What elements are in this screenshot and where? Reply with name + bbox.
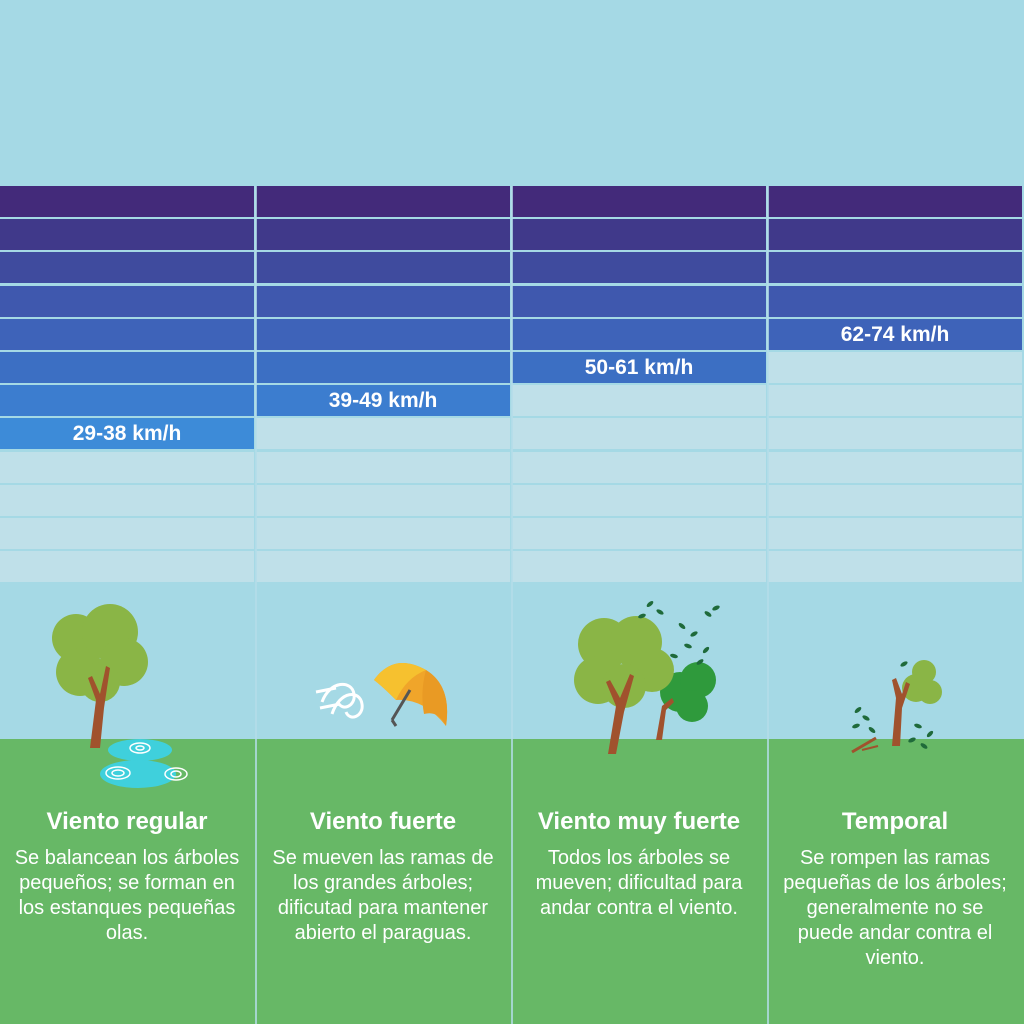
intensity-band-filled: [768, 285, 1022, 317]
intensity-band-filled: [512, 219, 766, 251]
speed-range-label: 39-49 km/h: [328, 389, 438, 413]
column-divider: [767, 186, 769, 1024]
intensity-band-empty: [512, 551, 766, 583]
category-column-viento-fuerte: Viento fuerte Se mueven las ramas de los…: [256, 0, 512, 1024]
intensity-band-empty: [0, 518, 254, 549]
intensity-band-filled: [512, 318, 766, 350]
category-column-viento-regular: Viento regular Se balancean los árboles …: [0, 0, 256, 1024]
intensity-band-filled: [256, 285, 510, 317]
grass-ground: [512, 739, 768, 1024]
intensity-band-filled: [768, 318, 1022, 350]
bending-trees-icon: [574, 601, 720, 754]
intensity-band-empty: [512, 418, 766, 450]
intensity-band-filled: [768, 219, 1022, 251]
intensity-band-empty: [0, 451, 254, 483]
intensity-band-empty: [0, 551, 254, 583]
intensity-band-filled: [256, 318, 510, 350]
category-column-temporal: Temporal Se rompen las ramas pequeñas de…: [768, 0, 1024, 1024]
grass-ground: [256, 739, 512, 1024]
category-title: Viento fuerte: [309, 808, 457, 835]
intensity-band-empty: [256, 518, 510, 549]
intensity-band-empty: [768, 484, 1022, 516]
column-divider: [255, 186, 257, 1024]
intensity-band-filled: [256, 252, 510, 284]
intensity-band-empty: [768, 551, 1022, 583]
category-description: Todos los árboles se mueven; dificultad …: [535, 847, 743, 919]
category-description: Se mueven las ramas de los grandes árbol…: [272, 847, 494, 944]
intensity-band-filled: [0, 418, 254, 450]
umbrella-wind-icon: [315, 662, 448, 727]
category-description: Se rompen las ramas pequeñas de los árbo…: [783, 847, 1007, 969]
category-title: Viento muy fuerte: [537, 808, 741, 835]
intensity-band-filled: [512, 352, 766, 383]
intensity-band-empty: [768, 385, 1022, 417]
intensity-band-filled: [0, 385, 254, 417]
intensity-band-empty: [512, 518, 766, 549]
intensity-band-filled: [0, 252, 254, 284]
intensity-band-filled: [0, 186, 254, 217]
intensity-band-empty: [256, 451, 510, 483]
speed-range-label: 62-74 km/h: [840, 322, 950, 346]
category-title: Temporal: [841, 808, 949, 835]
intensity-band-empty: [256, 418, 510, 450]
tree-with-pond-icon: [52, 604, 188, 788]
intensity-band-filled: [768, 252, 1022, 284]
intensity-band-filled: [512, 252, 766, 284]
intensity-band-empty: [256, 551, 510, 583]
intensity-band-empty: [512, 484, 766, 516]
speed-range-label: 29-38 km/h: [72, 422, 182, 446]
intensity-band-filled: [768, 186, 1022, 217]
column-divider: [511, 186, 513, 1024]
intensity-band-empty: [512, 451, 766, 483]
intensity-band-filled: [0, 285, 254, 317]
intensity-band-filled: [0, 219, 254, 251]
intensity-band-filled: [512, 285, 766, 317]
intensity-band-filled: [256, 186, 510, 217]
intensity-band-empty: [256, 484, 510, 516]
category-column-viento-muy-fuerte: Viento muy fuerte Todos los árboles se m…: [512, 0, 768, 1024]
intensity-band-filled: [512, 186, 766, 217]
intensity-band-filled: [0, 352, 254, 383]
intensity-band-empty: [512, 385, 766, 417]
intensity-band-empty: [768, 418, 1022, 450]
intensity-band-empty: [768, 518, 1022, 549]
intensity-band-empty: [768, 352, 1022, 383]
intensity-band-empty: [0, 484, 254, 516]
speed-range-label: 50-61 km/h: [584, 356, 694, 379]
intensity-band-filled: [256, 219, 510, 251]
intensity-band-empty: [768, 451, 1022, 483]
broken-tree-icon: [851, 660, 942, 754]
category-description: Se balancean los árboles pequeños; se fo…: [14, 847, 240, 944]
intensity-band-filled: [256, 352, 510, 383]
category-title: Viento regular: [46, 808, 208, 835]
intensity-band-filled: [0, 318, 254, 350]
intensity-band-filled: [256, 385, 510, 417]
grass-ground: [768, 739, 1024, 1024]
